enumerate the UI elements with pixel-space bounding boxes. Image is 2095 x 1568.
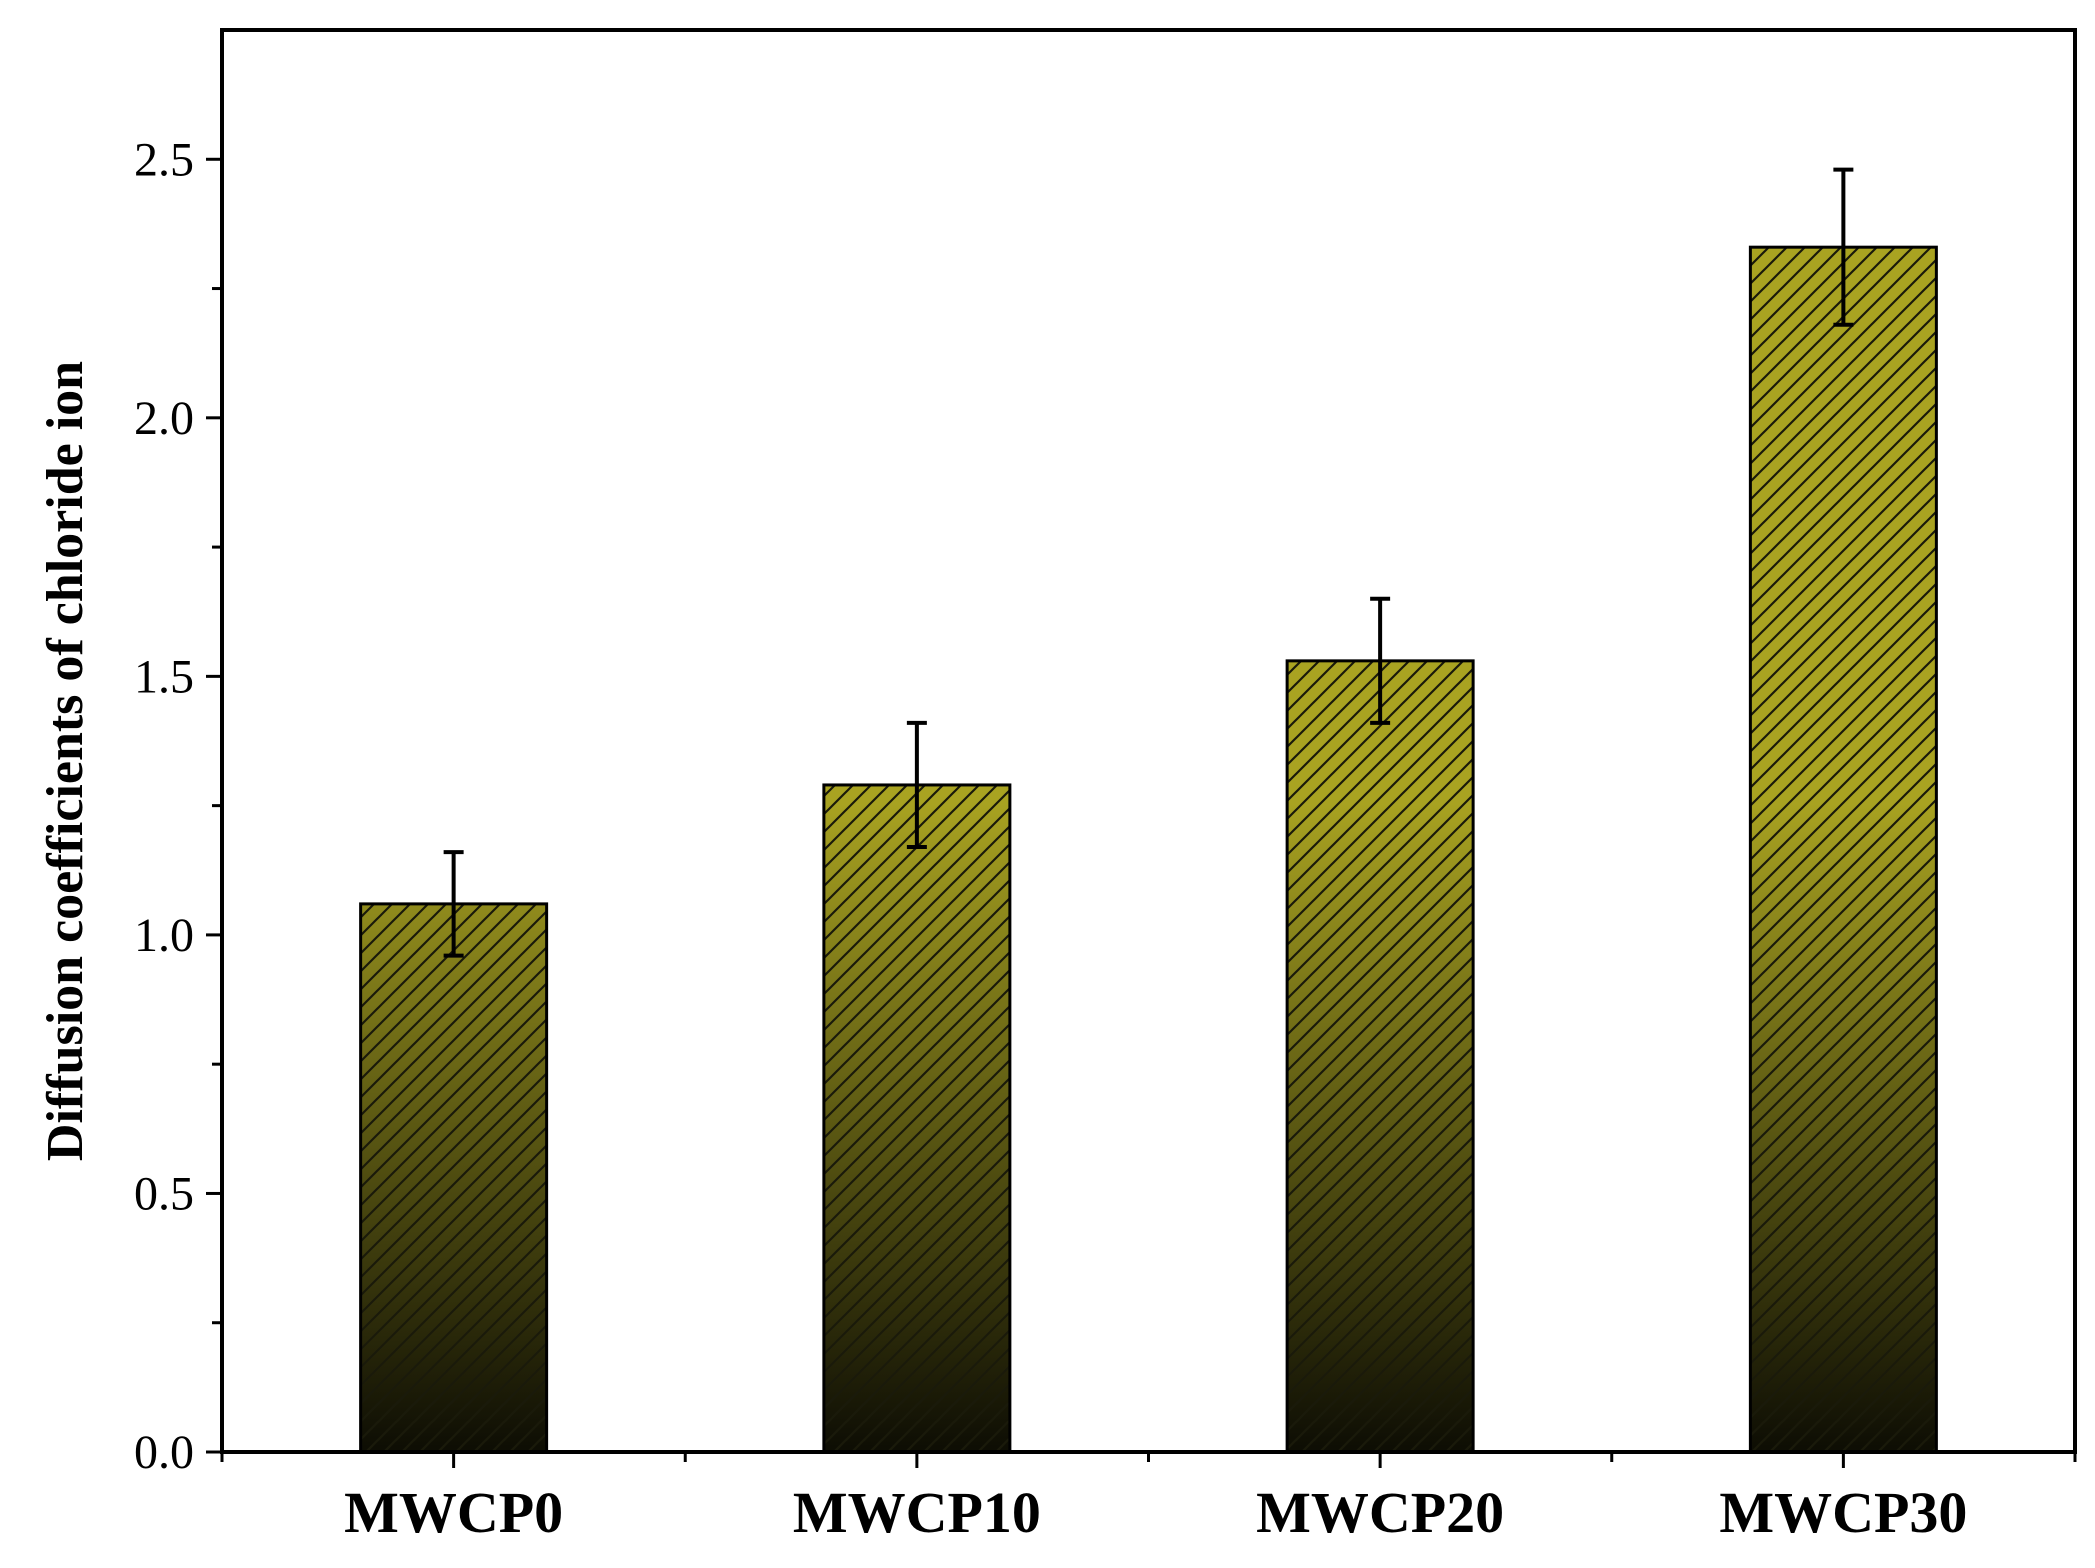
y-tick-label: 2.5 <box>134 133 194 186</box>
y-tick-label: 2.0 <box>134 392 194 445</box>
y-tick-label: 1.5 <box>134 650 194 703</box>
bar-hatch-mwcp30 <box>1748 245 1938 1454</box>
x-tick-label-mwcp10: MWCP10 <box>793 1480 1041 1545</box>
error-bar-mwcp20 <box>1370 596 1391 725</box>
y-tick-label: 0.5 <box>134 1167 194 1220</box>
plot-frame <box>220 28 2077 1454</box>
y-tick-label: 0.0 <box>134 1426 194 1479</box>
bar-hatch-mwcp0 <box>359 902 549 1454</box>
bar-hatch-mwcp20 <box>1285 659 1475 1454</box>
x-tick-label-mwcp0: MWCP0 <box>344 1480 563 1545</box>
x-tick-label-mwcp30: MWCP30 <box>1719 1480 1967 1545</box>
error-bar-mwcp10 <box>906 720 927 850</box>
error-bar-mwcp0 <box>443 850 464 958</box>
x-tick-label-mwcp20: MWCP20 <box>1256 1480 1504 1545</box>
y-axis-title: Diffusion coefficients of chloride ion <box>37 361 94 1161</box>
error-bar-mwcp30 <box>1833 167 1854 327</box>
bar-hatch-mwcp10 <box>822 783 1012 1454</box>
y-tick-label: 1.0 <box>134 909 194 962</box>
